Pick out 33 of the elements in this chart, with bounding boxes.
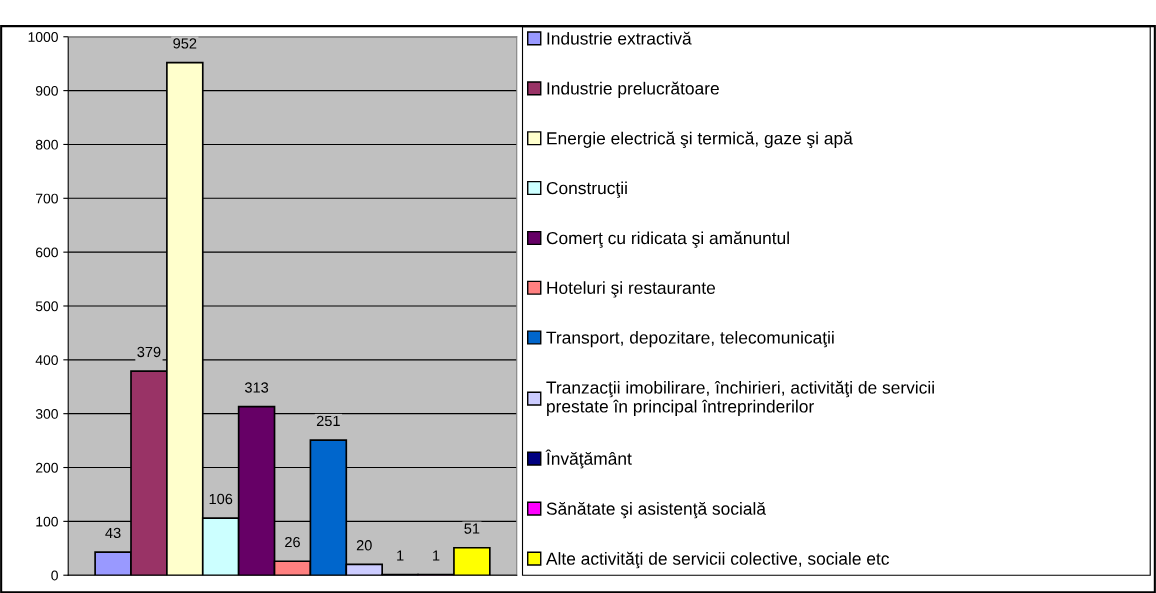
- data-label: 1: [397, 550, 404, 561]
- legend-label: Construcţii: [546, 181, 627, 198]
- data-label: 313: [244, 382, 269, 393]
- y-tick-label: 300: [35, 409, 58, 419]
- y-tick-label: 900: [35, 85, 58, 96]
- y-tick-label: 800: [35, 139, 58, 150]
- y-tick-label: 700: [36, 193, 58, 204]
- data-label: 51: [464, 523, 480, 534]
- data-label: 251: [316, 415, 340, 427]
- data-label: 43: [105, 527, 121, 539]
- legend-label: Hoteluri şi restaurante: [547, 281, 716, 298]
- legend-label: Învăţământ: [545, 449, 632, 469]
- data-label: 379: [137, 346, 161, 358]
- y-tick-label: 100: [36, 516, 58, 527]
- data-label: 106: [209, 493, 233, 505]
- legend-label: Alte activităţi de servicii colective, sociale etc: [545, 551, 889, 569]
- legend-label: Energie electrică şi termică, gaze şi apă: [547, 131, 853, 148]
- data-label: 26: [285, 536, 300, 548]
- data-label: 1: [433, 550, 440, 561]
- legend-label: Sănătate şi asistenţă socială: [546, 501, 766, 519]
- legend-label: Tranzacţii imobilirare, închirieri, activităţi de servicii prestate în principal întreprinderilor: [546, 380, 934, 417]
- y-tick-label: 600: [36, 247, 58, 258]
- data-label: 952: [173, 38, 197, 49]
- y-tick-label: 1000: [28, 32, 58, 42]
- y-tick-label: 400: [35, 355, 58, 365]
- y-tick-label: 0: [51, 570, 58, 581]
- legend-label: Comerţ cu ridicata şi amănuntul: [546, 231, 789, 248]
- y-tick-label: 200: [36, 462, 58, 473]
- legend-label: Industrie extractivă: [547, 31, 692, 45]
- y-tick-label: 500: [35, 301, 58, 312]
- data-label: 20: [356, 540, 372, 551]
- legend-label: Transport, depozitare, telecomunicaţii: [546, 331, 834, 348]
- legend-label: Industrie prelucrătoare: [547, 81, 719, 98]
